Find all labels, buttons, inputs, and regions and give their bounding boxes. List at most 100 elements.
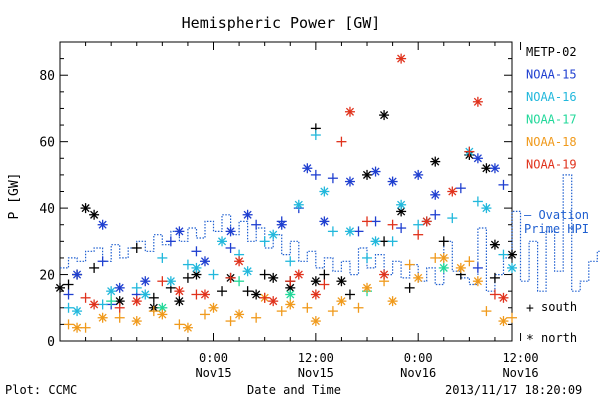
south-marker [336, 136, 347, 147]
south-marker [285, 276, 296, 287]
north-marker [344, 106, 355, 117]
south-marker [114, 302, 125, 313]
south-marker [259, 292, 270, 303]
south-marker [327, 173, 338, 184]
north-marker [362, 169, 373, 180]
north-marker [379, 110, 390, 121]
marker-legend-south: + south [526, 300, 577, 316]
x-tick-date-label: Nov15 [298, 366, 334, 380]
south-marker [413, 219, 424, 230]
south-marker [310, 169, 321, 180]
plot-credit: Plot: CCMC [5, 383, 77, 397]
series-noaa-15 [63, 153, 509, 310]
plot-area [55, 41, 600, 342]
y-tick-label: 0 [47, 335, 55, 350]
south-marker [507, 312, 517, 323]
north-marker [80, 203, 91, 214]
north-marker [140, 276, 151, 287]
x-tick-date-label: Nov16 [400, 366, 436, 380]
south-marker [489, 289, 500, 300]
south-marker [97, 299, 108, 310]
north-marker [293, 269, 304, 280]
north-marker [174, 226, 185, 237]
north-marker [97, 219, 108, 230]
north-marker [413, 272, 424, 283]
ovation-label-line1: — Ovation [524, 208, 589, 222]
north-marker [498, 316, 509, 327]
legend-entry: NOAA-19 [526, 158, 577, 172]
north-marker [472, 153, 483, 164]
south-marker [344, 289, 355, 300]
north-marker [481, 203, 492, 214]
south-marker [498, 249, 509, 260]
south-marker [225, 316, 236, 327]
north-marker [131, 296, 142, 307]
ovation-line [60, 174, 600, 292]
south-marker [387, 236, 398, 247]
south-marker [225, 272, 236, 283]
north-marker [438, 252, 449, 263]
south-marker [234, 276, 245, 287]
north-marker [344, 226, 355, 237]
series-metp-02 [55, 110, 517, 313]
x-tick-date-label: Nov16 [502, 366, 538, 380]
south-marker [242, 286, 253, 297]
north-marker [72, 306, 83, 317]
north-marker [362, 282, 373, 293]
x-tick-date-label: Nov15 [195, 366, 231, 380]
north-marker [72, 322, 83, 333]
south-marker [148, 306, 159, 317]
north-marker [387, 296, 398, 307]
south-marker [498, 179, 509, 190]
legend-entry: NOAA-18 [526, 135, 577, 149]
south-marker [259, 236, 270, 247]
north-marker [106, 286, 117, 297]
south-marker [464, 146, 475, 157]
south-marker [165, 236, 176, 247]
y-tick-label: 80 [39, 69, 55, 84]
north-marker [208, 302, 219, 313]
south-marker [182, 259, 193, 270]
north-marker [310, 289, 321, 300]
north-marker [319, 216, 330, 227]
south-marker [327, 306, 338, 317]
north-marker [268, 272, 279, 283]
north-marker [251, 289, 262, 300]
north-marker [285, 289, 296, 300]
north-marker [191, 262, 202, 273]
south-marker [174, 319, 185, 330]
south-marker [63, 279, 74, 290]
legend-entry: NOAA-17 [526, 113, 577, 127]
north-marker [302, 163, 313, 174]
legend: METP-02 NOAA-15 NOAA-16 NOAA-17 NOAA-18 NOAA-… [526, 45, 577, 172]
north-marker [370, 166, 381, 177]
north-marker [319, 186, 330, 197]
y-tick-label: 20 [39, 269, 55, 284]
south-marker [225, 242, 236, 253]
north-marker [174, 286, 185, 297]
north-marker [276, 219, 287, 230]
south-marker [404, 259, 415, 270]
south-marker [89, 262, 100, 273]
south-marker [251, 312, 262, 323]
south-marker [182, 272, 193, 283]
north-marker [268, 296, 279, 307]
north-marker [97, 312, 108, 323]
north-marker [174, 296, 185, 307]
north-marker [293, 199, 304, 210]
south-marker [438, 236, 449, 247]
south-marker [148, 292, 159, 303]
north-marker [430, 156, 441, 167]
north-marker [225, 226, 236, 237]
north-marker [285, 299, 296, 310]
north-marker [182, 322, 193, 333]
north-marker [438, 262, 449, 273]
south-marker [131, 282, 142, 293]
south-marker [63, 302, 74, 313]
south-marker [114, 312, 125, 323]
series-noaa-17 [106, 262, 449, 313]
south-marker [97, 256, 108, 267]
south-marker [464, 256, 475, 267]
north-marker [217, 236, 228, 247]
marker-legend-north: * north [526, 331, 577, 348]
